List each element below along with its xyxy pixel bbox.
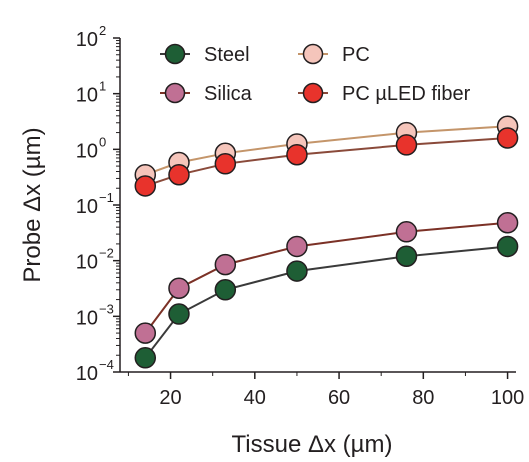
series-lines [144,125,508,359]
y-tick-exponent: −1 [99,190,114,205]
series-markers [134,115,519,369]
data-point-series-0 [134,347,157,369]
data-point-series-1 [134,322,157,344]
x-tick-label: 100 [491,387,524,409]
legend-label-0: Steel [204,44,250,66]
legend-marker-1 [164,82,186,104]
x-tick-label: 80 [412,387,434,409]
y-tick-label: 10 [76,196,98,218]
data-point-series-0 [496,235,519,258]
y-tick-label: 10 [76,252,98,274]
legend-marker-0 [164,43,186,65]
series-line-1 [144,221,508,334]
data-point-series-3 [134,175,157,197]
data-point-series-0 [286,260,308,282]
x-tick-label: 20 [159,387,181,409]
series-line-3 [144,137,508,187]
legend-label-2: PC [342,44,370,66]
legend-label-1: Silica [204,83,253,105]
data-point-series-1 [168,277,190,299]
series-line-2 [144,125,508,176]
y-tick-label: 10 [76,85,98,107]
y-tick-label: 10 [76,363,98,385]
data-point-series-1 [214,253,237,276]
data-point-series-3 [286,143,308,166]
y-tick-exponent: −2 [99,246,114,261]
legend-label-3: PC µLED fiber [342,83,471,105]
x-ticks: 20 40 60 80 100 [127,372,524,409]
data-point-series-3 [496,127,519,149]
y-tick-exponent: 0 [99,134,106,149]
data-point-series-3 [214,153,237,175]
y-tick-exponent: −3 [99,301,114,316]
data-point-series-1 [286,235,308,258]
data-point-series-1 [395,221,418,243]
data-point-series-0 [214,279,237,301]
legend: Steel Silica PC PC µLED fiber [160,43,471,105]
data-point-series-1 [496,211,519,234]
x-axis-title: Tissue Δx (µm) [232,431,393,458]
y-axis-title: Probe Δx (µm) [19,127,46,282]
data-point-series-0 [395,245,418,268]
legend-marker-2 [302,43,324,65]
data-point-series-0 [168,303,190,325]
data-point-series-3 [168,163,190,186]
data-point-series-3 [395,134,418,156]
y-tick-exponent: 2 [99,23,106,38]
y-tick-exponent: 1 [99,79,106,94]
y-tick-label: 10 [76,29,98,51]
x-tick-label: 40 [244,387,266,409]
y-tick-exponent: −4 [99,357,114,372]
y-tick-label: 10 [76,140,98,162]
series-line-0 [144,245,508,359]
y-tick-label: 10 [76,307,98,329]
legend-marker-3 [302,82,324,104]
x-tick-label: 60 [328,387,350,409]
